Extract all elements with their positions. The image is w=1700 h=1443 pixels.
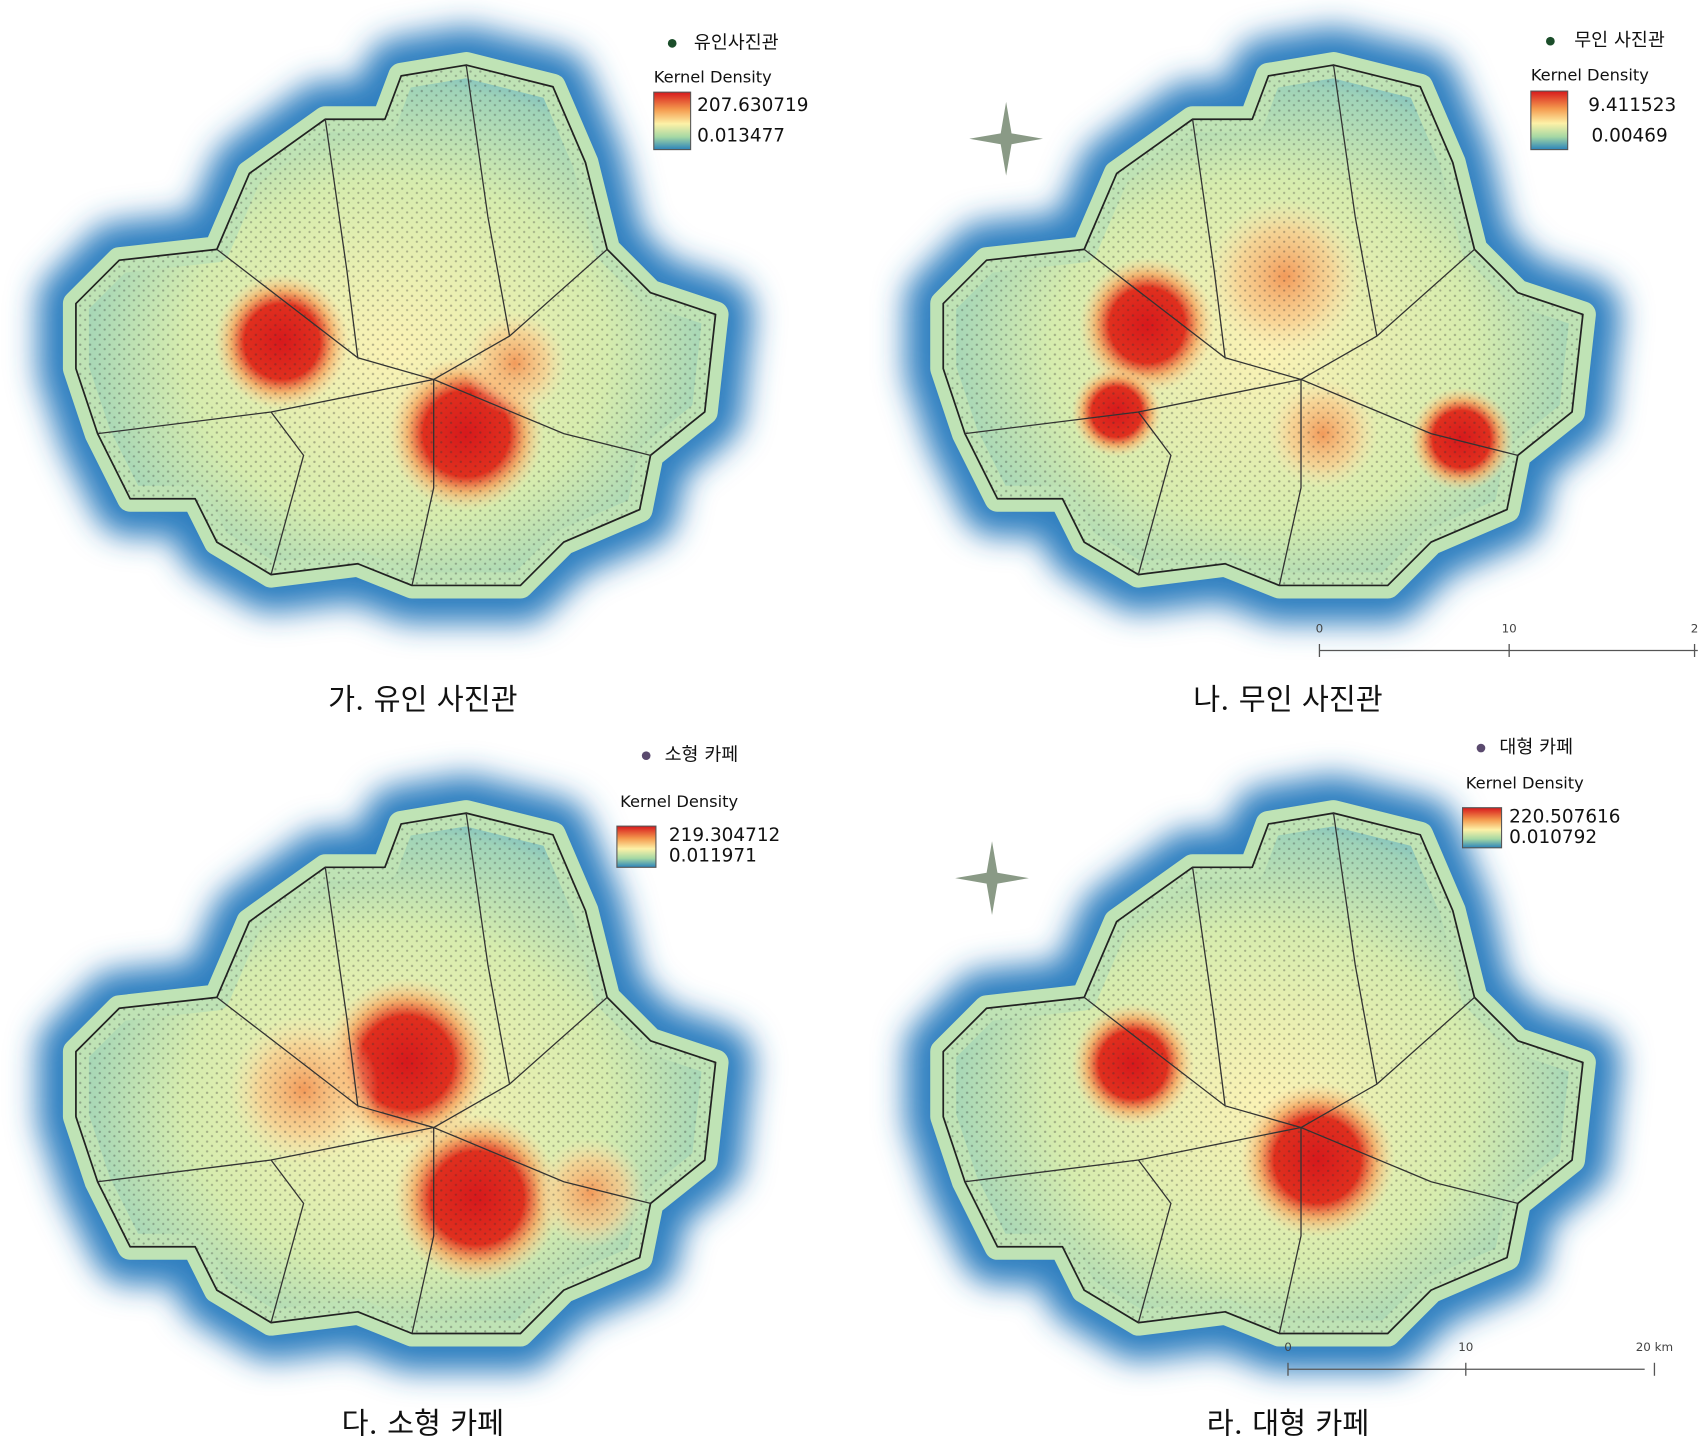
legend-title: Kernel Density [620, 792, 738, 811]
legend-label: 무인 사진관 [1574, 30, 1665, 51]
district-line [1332, 64, 1378, 337]
district-line [1137, 411, 1172, 575]
scale-label: 2 [1691, 621, 1699, 635]
district-line [411, 379, 435, 586]
map-panel: 무인 사진관 Kernel Density 9.411523 0.00469 나. 무인… [943, 30, 1698, 716]
district-line [1278, 379, 1302, 586]
legend-marker [1476, 743, 1486, 753]
caption: 나. 무인 사진관 [1193, 682, 1382, 716]
legend-max: 9.411523 [1588, 95, 1676, 116]
legend-max: 207.630719 [697, 95, 808, 116]
legend-marker [1546, 36, 1555, 46]
legend-max: 220.507616 [1509, 806, 1620, 827]
density-map [943, 65, 1583, 585]
legend-max: 219.304712 [669, 825, 780, 846]
legend-ramp [653, 91, 692, 151]
scale-label: 0 [1284, 1340, 1292, 1354]
legend-title: Kernel Density [654, 68, 772, 87]
scale-label: 0 [1316, 621, 1324, 635]
north-arrow [969, 101, 1043, 176]
legend-min: 0.010792 [1509, 827, 1597, 848]
legend-ramp [1530, 90, 1569, 151]
district-line [411, 1127, 435, 1334]
density-map [943, 813, 1583, 1333]
district-line [465, 813, 511, 1085]
scale-label: 20 km [1636, 1340, 1673, 1354]
panels: 유인사진관 Kernel Density 207.630719 0.013477 가. … [76, 30, 1698, 1441]
legend-ramp [616, 825, 657, 868]
legend-label: 대형 카페 [1499, 737, 1573, 758]
legend-title: Kernel Density [1531, 65, 1649, 84]
district-line [465, 64, 511, 337]
district-line [1332, 813, 1378, 1085]
district-line [270, 1159, 305, 1323]
district-line [324, 119, 359, 358]
district-line [1278, 1127, 1302, 1334]
legend-title: Kernel Density [1466, 773, 1584, 792]
district-line [1191, 119, 1226, 358]
legend-min: 0.00469 [1592, 126, 1668, 147]
legend-marker [667, 39, 677, 48]
density-map [76, 65, 716, 585]
district-line [1137, 1159, 1172, 1323]
density-map [76, 813, 716, 1333]
caption: 다. 소형 카페 [342, 1407, 505, 1441]
legend-ramp [1462, 807, 1503, 849]
caption: 라. 대형 카페 [1207, 1407, 1370, 1441]
district-line [270, 411, 305, 575]
legend-min: 0.011971 [669, 845, 757, 866]
district-line [324, 867, 359, 1106]
legend-label: 소형 카페 [665, 745, 739, 766]
scale-label: 10 [1458, 1340, 1473, 1354]
north-arrow [955, 841, 1029, 916]
district-line [1191, 867, 1226, 1106]
legend-marker [641, 751, 651, 760]
legend-label: 유인사진관 [694, 32, 779, 53]
caption: 가. 유인 사진관 [328, 682, 517, 716]
map-panel: 유인사진관 Kernel Density 207.630719 0.013477 가. … [76, 32, 808, 716]
legend-min: 0.013477 [697, 126, 785, 147]
scale-label: 10 [1502, 621, 1517, 635]
